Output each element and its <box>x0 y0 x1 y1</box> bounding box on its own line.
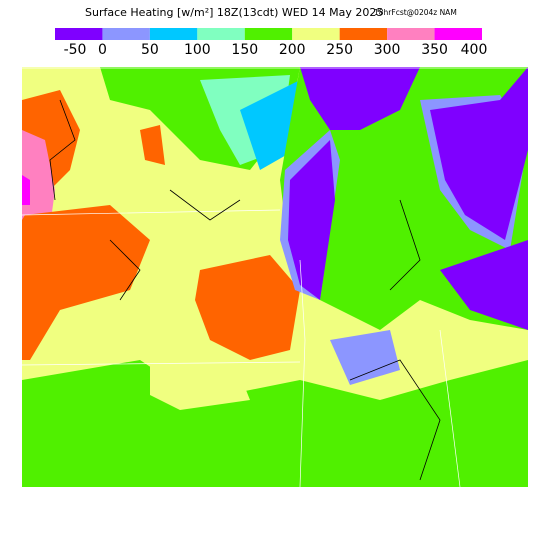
state-border <box>21 67 528 488</box>
colorbar-swatch <box>339 28 388 40</box>
colorbar-label: 250 <box>326 42 353 58</box>
colorbar-label: 400 <box>461 42 488 58</box>
colorbar-label: 0 <box>98 42 107 58</box>
colorbar-label: 300 <box>374 42 401 58</box>
lake-superior <box>300 67 420 130</box>
terrain-contour <box>49 99 441 481</box>
heating-region <box>140 125 165 165</box>
colorbar-swatch <box>102 28 150 40</box>
model-run: 18hrFcst@0204z NAM <box>374 8 457 17</box>
heating-region <box>22 360 528 487</box>
heating-region <box>240 80 300 170</box>
lake-michigan <box>288 140 335 300</box>
colorbar-label: 50 <box>141 42 159 58</box>
lake-huron <box>430 67 528 240</box>
colorbar-label: 100 <box>184 42 211 58</box>
colorbar-swatch <box>197 28 245 40</box>
colorbar-swatch <box>149 28 198 40</box>
colorbar-label: 150 <box>231 42 258 58</box>
colorbar-swatch <box>292 28 340 40</box>
colorbar-swatch <box>55 28 103 40</box>
colorbar-label: 350 <box>421 42 448 58</box>
heating-region <box>330 330 400 385</box>
heating-region <box>22 175 30 205</box>
colorbar: -50 0 50 100 150 200 250 300 350 400 <box>55 28 487 58</box>
heating-region <box>195 255 300 360</box>
heating-region <box>150 350 250 410</box>
colorbar-label: 200 <box>279 42 306 58</box>
heating-region <box>22 205 150 360</box>
colorbar-swatch <box>244 28 293 40</box>
colorbar-label: -50 <box>64 42 87 58</box>
colorbar-swatch <box>387 28 435 40</box>
map-title: Surface Heating [w/m²] 18Z(13cdt) WED 14… <box>85 6 383 19</box>
map <box>21 67 528 488</box>
lake-erie <box>440 240 528 330</box>
colorbar-swatch <box>434 28 482 40</box>
